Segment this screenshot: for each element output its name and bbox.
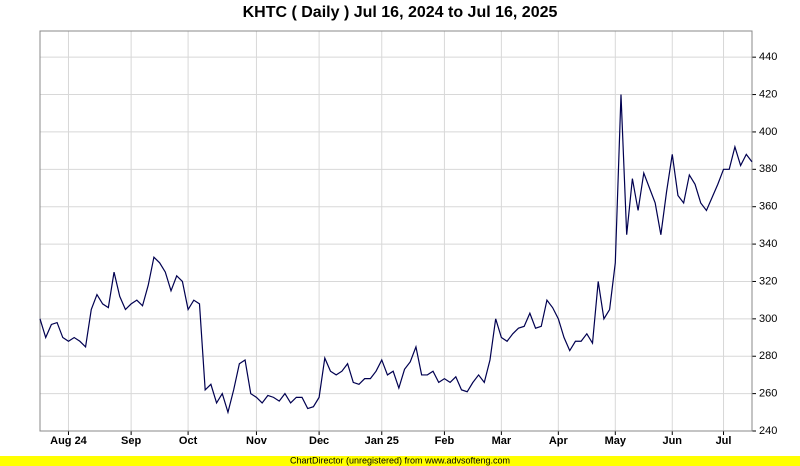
y-tick-label: 440: [759, 51, 777, 63]
x-tick-label: Jul: [716, 435, 732, 447]
x-tick-label: Sep: [121, 435, 141, 447]
y-tick-label: 280: [759, 350, 777, 362]
y-tick-label: 260: [759, 388, 777, 400]
y-tick-label: 420: [759, 88, 777, 100]
y-tick-label: 380: [759, 163, 777, 175]
plot-area: [40, 31, 752, 431]
x-tick-label: Oct: [179, 435, 198, 447]
x-tick-label: Mar: [492, 435, 512, 447]
x-tick-label: May: [605, 435, 627, 447]
y-tick-label: 360: [759, 201, 777, 213]
chart-title: KHTC ( Daily ) Jul 16, 2024 to Jul 16, 2…: [243, 4, 558, 21]
y-tick-label: 240: [759, 425, 777, 437]
footer-text: ChartDirector (unregistered) from www.ad…: [290, 455, 510, 465]
x-tick-label: Nov: [246, 435, 268, 447]
x-tick-label: Jan 25: [365, 435, 399, 447]
footer-bar: [0, 456, 800, 466]
plot-border: [39, 30, 753, 432]
y-tick-label: 400: [759, 126, 777, 138]
price-line: [39, 94, 753, 415]
x-tick-label: Jun: [662, 435, 682, 447]
x-tick-label: Aug 24: [50, 435, 88, 447]
x-tick-label: Feb: [435, 435, 455, 447]
x-tick-label: Apr: [549, 435, 569, 447]
y-tick-label: 300: [759, 313, 777, 325]
y-tick-label: 320: [759, 275, 777, 287]
x-tick-label: Dec: [309, 435, 329, 447]
y-tick-label: 340: [759, 238, 777, 250]
